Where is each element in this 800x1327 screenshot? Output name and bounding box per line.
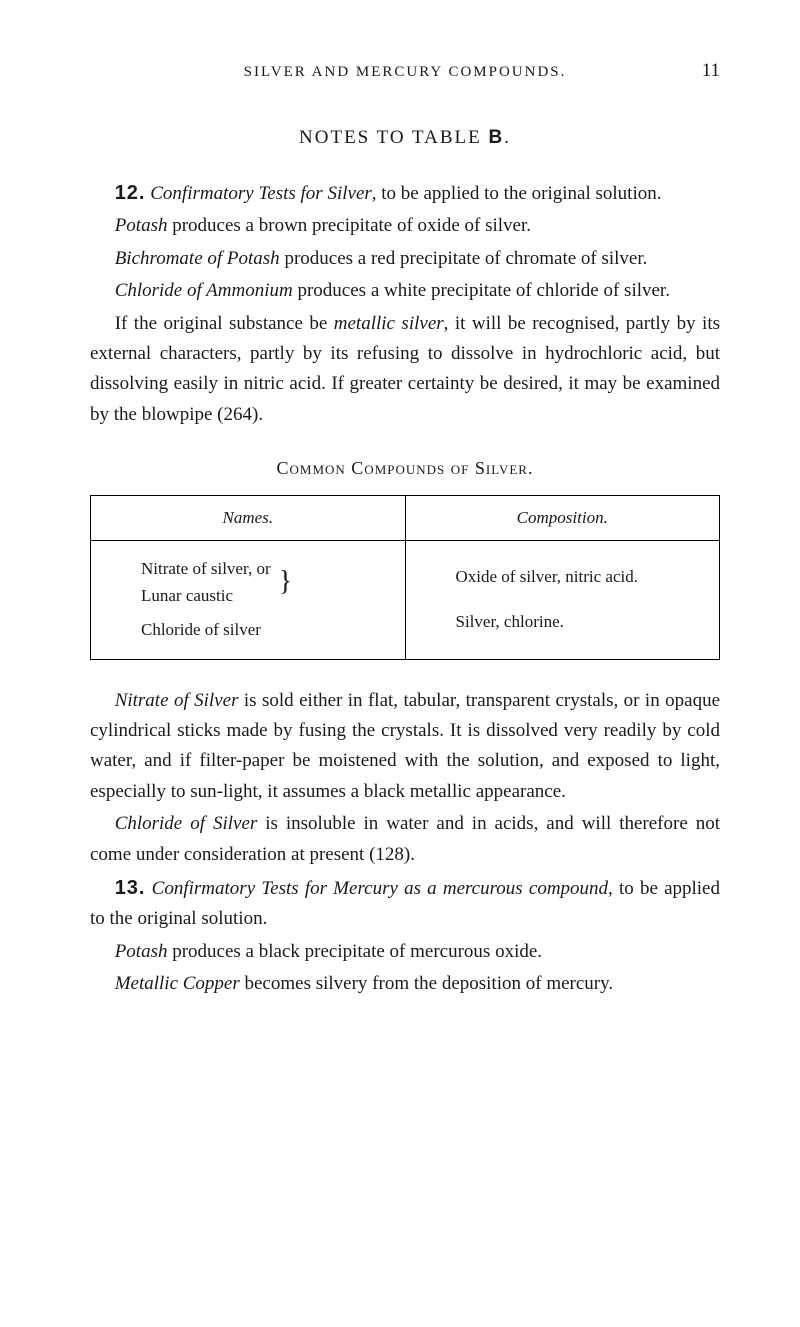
chlammon-lead: Chloride of Ammonium xyxy=(115,280,293,301)
col-names-header: Names. xyxy=(91,496,406,541)
para-12-lead: Confirmatory Tests for Silver xyxy=(146,183,372,204)
copper-rest: becomes silvery from the deposition of m… xyxy=(240,973,613,994)
table-caption: Common Compounds of Silver. xyxy=(90,458,720,479)
table-body-row: Nitrate of silver, or Lunar caustic } Ch… xyxy=(91,541,720,660)
para-chloride-ammonium: Chloride of Ammonium produces a white pr… xyxy=(90,276,720,306)
cell-names: Nitrate of silver, or Lunar caustic } Ch… xyxy=(91,541,406,660)
compounds-table: Names. Composition. Nitrate of silver, o… xyxy=(90,495,720,660)
para-bichromate: Bichromate of Potash produces a red prec… xyxy=(90,244,720,274)
potash2-lead: Potash xyxy=(115,941,168,962)
metallic-pre: If the original substance be xyxy=(115,313,334,334)
para-metallic-silver: If the original substance be metallic si… xyxy=(90,309,720,431)
para-chloride-silver: Chloride of Silver is insoluble in water… xyxy=(90,809,720,870)
row1-comp: Oxide of silver, nitric acid. xyxy=(456,563,692,590)
potash2-rest: produces a black precipitate of mercurou… xyxy=(167,941,542,962)
para-12: 12. Confirmatory Tests for Silver, to be… xyxy=(90,177,720,209)
table-header-row: Names. Composition. xyxy=(91,496,720,541)
para-13: 13. Confirmatory Tests for Mercury as a … xyxy=(90,872,720,935)
para-metallic-copper: Metallic Copper becomes silvery from the… xyxy=(90,969,720,999)
potash-lead: Potash xyxy=(115,215,168,236)
para-12-rest: , to be applied to the original solution… xyxy=(372,183,662,204)
para-nitrate-silver: Nitrate of Silver is sold either in flat… xyxy=(90,686,720,808)
potash-rest: produces a brown precipitate of oxide of… xyxy=(167,215,531,236)
section-title-pre: NOTES TO TABLE xyxy=(299,127,488,148)
para-potash: Potash produces a brown precipitate of o… xyxy=(90,211,720,241)
para-13-number: 13. xyxy=(115,877,146,899)
copper-lead: Metallic Copper xyxy=(115,973,240,994)
cell-composition: Oxide of silver, nitric acid. Silver, ch… xyxy=(405,541,720,660)
nitrate-lead: Nitrate of Silver xyxy=(115,690,239,711)
row2-name: Chloride of silver xyxy=(141,616,377,643)
row1-name-b: Lunar caustic xyxy=(141,586,233,605)
para-potash-2: Potash produces a black precipitate of m… xyxy=(90,937,720,967)
row2-comp: Silver, chlorine. xyxy=(456,608,692,635)
page-number: 11 xyxy=(680,60,720,82)
bichromate-lead: Bichromate of Potash xyxy=(115,248,280,269)
brace-icon: } xyxy=(279,574,292,591)
section-title-post: . xyxy=(504,127,511,148)
col-composition-header: Composition. xyxy=(405,496,720,541)
running-head: SILVER AND MERCURY COMPOUNDS. 11 xyxy=(90,60,720,82)
section-title-bold: B xyxy=(488,127,504,148)
row1-name-a: Nitrate of silver, or xyxy=(141,559,271,578)
para-13-lead: Confirmatory Tests for Mercury as a merc… xyxy=(146,878,609,899)
running-title: SILVER AND MERCURY COMPOUNDS. xyxy=(130,64,680,81)
metallic-ital: metallic silver xyxy=(334,313,444,334)
section-title: NOTES TO TABLE B. xyxy=(90,127,720,149)
page: SILVER AND MERCURY COMPOUNDS. 11 NOTES T… xyxy=(0,0,800,1062)
para-12-number: 12. xyxy=(115,182,146,204)
bichromate-rest: produces a red precipitate of chromate o… xyxy=(280,248,648,269)
chlammon-rest: produces a white precipitate of chloride… xyxy=(293,280,670,301)
chlsilver-lead: Chloride of Silver xyxy=(115,813,258,834)
